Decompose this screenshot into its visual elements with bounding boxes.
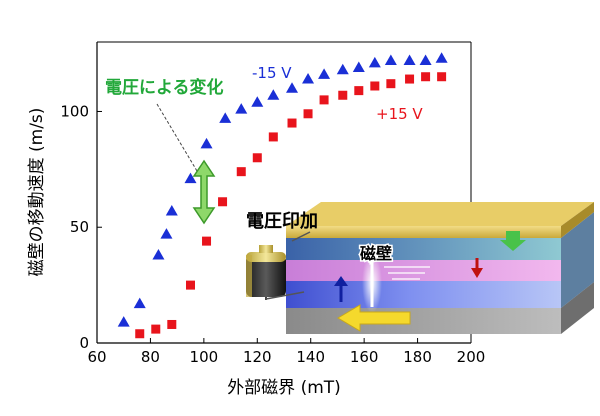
y-tick-label: 50 — [70, 218, 89, 236]
data-point-minus15v — [435, 52, 448, 63]
data-point-minus15v — [251, 96, 264, 107]
data-point-minus15v — [200, 137, 213, 149]
data-point-plus15v — [252, 153, 262, 163]
data-point-minus15v — [336, 63, 349, 75]
device-top-front — [286, 226, 561, 238]
y-tick-label: 100 — [60, 102, 89, 120]
device-layer-mid — [286, 238, 561, 260]
device-layer-blue — [286, 281, 561, 308]
double-arrow-icon — [192, 159, 216, 225]
series-label-minus15: -15 V — [252, 64, 292, 82]
data-point-minus15v — [384, 54, 397, 66]
y-tick-label: 0 — [79, 334, 89, 352]
data-point-minus15v — [219, 112, 232, 123]
x-tick-label: 180 — [403, 348, 432, 366]
data-point-minus15v — [302, 73, 315, 84]
data-point-plus15v — [338, 90, 348, 100]
data-point-plus15v — [167, 319, 177, 329]
data-point-minus15v — [318, 68, 331, 79]
x-tick-label: 60 — [87, 348, 106, 366]
device-illustration — [246, 202, 594, 334]
device-substrate-front — [286, 308, 561, 334]
x-tick-label: 120 — [243, 348, 272, 366]
data-point-minus15v — [235, 103, 248, 114]
data-point-plus15v — [151, 324, 161, 334]
y-axis-label: 磁壁の移動速度 (m/s) — [27, 108, 47, 277]
data-point-minus15v — [419, 54, 432, 66]
data-point-plus15v — [421, 72, 431, 82]
data-point-plus15v — [354, 86, 364, 96]
data-point-minus15v — [403, 54, 416, 66]
data-point-plus15v — [202, 236, 212, 246]
data-point-plus15v — [437, 72, 447, 82]
x-tick-label: 160 — [350, 348, 379, 366]
yellow-arrow-icon — [337, 304, 411, 332]
data-point-minus15v — [117, 316, 130, 327]
y-axis-ticks: 0 50 100 — [60, 102, 102, 352]
x-tick-label: 80 — [141, 348, 160, 366]
x-axis-label: 外部磁界 (mT) — [227, 378, 341, 398]
x-tick-label: 200 — [457, 348, 486, 366]
data-point-plus15v — [405, 74, 415, 84]
x-tick-label: 100 — [190, 348, 219, 366]
annotation-leader-line — [156, 103, 198, 172]
device-layer-pink — [286, 260, 561, 281]
domain-wall-label: 磁壁 — [360, 244, 392, 263]
voltage-change-label: 電圧による変化 — [105, 77, 224, 98]
x-tick-label: 140 — [296, 348, 325, 366]
data-point-minus15v — [133, 297, 146, 309]
green-arrow-icon — [500, 231, 526, 251]
data-point-minus15v — [267, 89, 280, 100]
domain-wall-streaks — [384, 266, 430, 280]
data-point-plus15v — [236, 167, 246, 177]
data-point-minus15v — [286, 82, 299, 93]
data-point-minus15v — [152, 249, 165, 260]
device-top-side — [561, 202, 594, 238]
data-point-plus15v — [319, 95, 329, 105]
data-points — [117, 52, 448, 339]
device-top-layer — [286, 202, 594, 226]
data-point-minus15v — [165, 205, 178, 216]
battery-icon — [246, 231, 311, 300]
data-point-plus15v — [135, 329, 145, 339]
data-point-plus15v — [386, 79, 396, 89]
voltage-apply-label: 電圧印加 — [246, 211, 318, 232]
series-label-plus15: +15 V — [376, 105, 423, 123]
data-point-plus15v — [287, 118, 297, 128]
data-point-plus15v — [218, 197, 228, 207]
device-substrate-side — [561, 282, 594, 334]
data-point-minus15v — [352, 61, 365, 72]
data-point-plus15v — [186, 280, 195, 290]
data-point-minus15v — [184, 172, 197, 184]
down-arrow-icon — [471, 258, 483, 278]
data-point-plus15v — [303, 109, 313, 119]
data-point-plus15v — [268, 132, 278, 142]
data-point-minus15v — [160, 228, 173, 239]
data-point-minus15v — [368, 56, 381, 68]
data-point-plus15v — [370, 81, 380, 91]
device-side — [561, 212, 594, 308]
up-arrow-icon — [334, 276, 348, 302]
x-axis-ticks: 60 80 100 120 140 160 180 200 — [87, 338, 485, 366]
